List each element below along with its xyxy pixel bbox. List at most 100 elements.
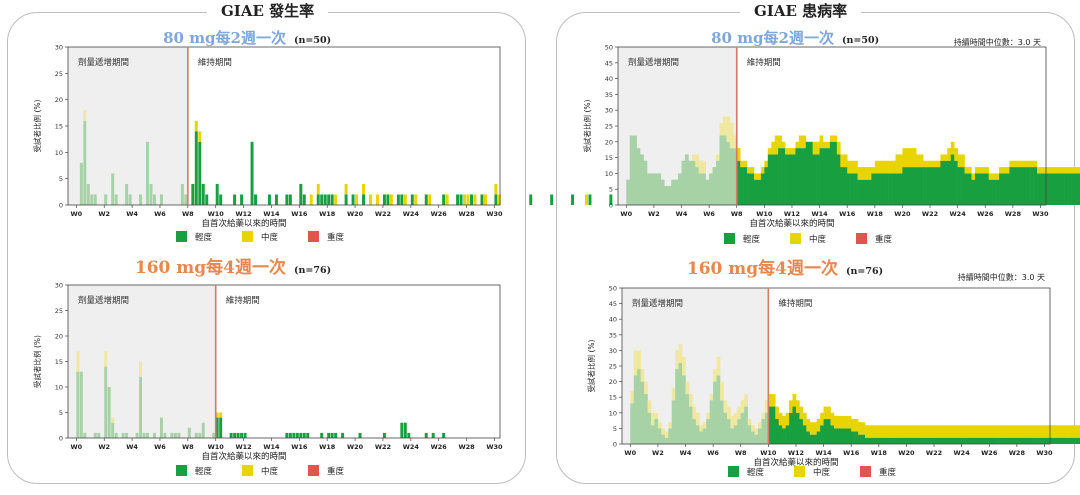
prevalence-160mg-moderate-bar: [813, 422, 817, 435]
prevalence-160mg-moderate-bar: [978, 425, 983, 438]
prevalence-160mg-xtick-label: W10: [760, 449, 777, 457]
incidence-160mg-moderate-bar: [215, 412, 219, 418]
prevalence-160mg-moderate-bar: [968, 425, 973, 438]
prevalence-160mg-moderate-bar: [958, 425, 962, 438]
incidence-80mg-xtick-label: W24: [403, 210, 420, 218]
prevalence-160mg-moderate-bar: [682, 356, 686, 376]
incidence-80mg-xtick-label: W0: [71, 210, 83, 218]
prevalence-160mg-moderate-bar: [737, 406, 742, 420]
prevalence-80mg-median-label: 持續時間中位數：3.0 天: [954, 37, 1041, 47]
prevalence-160mg-moderate-bar: [630, 390, 635, 404]
incidence-80mg-xtick-label: W12: [235, 210, 251, 218]
incidence-160mg-xtick-label: W26: [431, 443, 448, 451]
prevalence-80mg-mild-bar: [1023, 167, 1027, 205]
prevalence-160mg-mild-bar: [637, 369, 641, 444]
prevalence-160mg-xtick-label: W8: [735, 449, 747, 457]
incidence-80mg-xtick-label: W30: [486, 210, 503, 218]
prevalence-80mg-mild-bar: [978, 173, 983, 205]
prevalence-160mg-mild-bar: [965, 437, 969, 444]
prevalence-80mg-moderate-bar: [743, 160, 748, 168]
incidence-80mg-maintenance-label: 維持期間: [198, 57, 232, 68]
prevalence-160mg-xtick-label: W30: [1036, 449, 1053, 457]
incidence-80mg-mild-bar: [191, 183, 195, 205]
prevalence-80mg-mild-bar: [881, 173, 886, 205]
prevalence-80mg-moderate-bar: [740, 160, 744, 168]
incidence-80mg-xtick-label: W22: [375, 210, 391, 218]
prevalence-80mg-moderate-bar: [802, 135, 807, 149]
prevalence-80mg-moderate-bar: [999, 167, 1003, 174]
incidence-160mg-n-label: (n=76): [294, 265, 331, 276]
prevalence-80mg-mild-bar: [1037, 173, 1041, 205]
incidence-80mg-mild-bar: [316, 194, 320, 205]
prevalence-160mg-mild-bar: [768, 406, 773, 444]
incidence-160mg-mild-bar: [219, 417, 223, 438]
incidence-80mg-mild-bar: [327, 194, 331, 205]
incidence-80mg-mild-bar: [410, 194, 414, 205]
prevalence-160mg-moderate-bar: [661, 428, 666, 435]
prevalence-80mg-mild-bar: [729, 148, 734, 205]
incidence-160mg-mild-bar: [135, 432, 139, 438]
prevalence-80mg-mild-bar: [691, 160, 696, 205]
prevalence-80mg-moderate-bar: [985, 167, 990, 174]
incidence-80mg-moderate-bar: [428, 194, 432, 205]
prevalence-160mg-mild-bar: [1020, 437, 1025, 444]
prevalence-80mg-moderate-bar: [864, 167, 869, 180]
prevalence-80mg-mild-bar: [653, 173, 658, 205]
prevalence-160mg-mild-bar: [678, 362, 683, 444]
prevalence-80mg-mild-bar: [629, 135, 634, 205]
incidence-80mg-mild-bar: [90, 194, 94, 205]
incidence-80mg-mild-bar: [330, 194, 334, 205]
incidence-160mg-legend-label: 輕度: [195, 466, 213, 477]
incidence-160mg-mild-bar: [170, 432, 174, 438]
prevalence-80mg-mild-bar: [1033, 167, 1038, 205]
incidence-80mg-ytick-label: 15: [55, 123, 63, 131]
incidence-160mg-mild-bar: [229, 432, 233, 438]
incidence-80mg-mild-bar: [588, 194, 592, 205]
prevalence-160mg-xtick-label: W2: [652, 449, 664, 457]
incidence-80mg-mild-bar: [180, 183, 184, 205]
prevalence-80mg-ytick-label: 35: [605, 91, 613, 99]
prevalence-80mg-mild-bar: [916, 167, 920, 205]
incidence-160mg-legend-label: 重度: [327, 466, 345, 477]
prevalence-80mg-mild-bar: [740, 167, 744, 205]
incidence-80mg-mild-bar: [233, 194, 237, 205]
incidence-160mg-mild-bar: [382, 432, 386, 438]
prevalence-160mg-mild-bar: [733, 425, 738, 444]
prevalence-160mg-yaxis-title: 受試者比例 (%): [586, 340, 596, 393]
incidence-160mg-mild-bar: [302, 432, 306, 438]
prevalence-160mg-mild-bar: [954, 437, 959, 444]
prevalence-80mg-moderate-bar: [1030, 160, 1034, 168]
incidence-80mg-mild-bar: [344, 194, 348, 205]
prevalence-80mg-moderate-bar: [798, 135, 803, 149]
prevalence-160mg-mild-bar: [944, 437, 949, 444]
prevalence-160mg-mild-bar: [1065, 437, 1069, 444]
incidence-80mg-yaxis-title: 受試者比例 (%): [32, 100, 42, 153]
prevalence-160mg-moderate-bar: [802, 412, 807, 426]
prevalence-160mg-mild-bar: [1075, 437, 1080, 444]
prevalence-160mg-mild-bar: [650, 425, 655, 444]
prevalence-80mg-legend-label: 輕度: [743, 234, 761, 245]
incidence-160mg-chart: 劑量遞增期間 維持期間 0 5 10 15 20 25 30 W0 W2 W4 W6 W8 W10 W12 W1…: [32, 257, 503, 477]
prevalence-80mg-xtick-label: W2: [648, 210, 660, 218]
incidence-160mg-moderate-bar: [104, 351, 108, 367]
prevalence-80mg-moderate-bar: [1078, 167, 1080, 174]
prevalence-80mg-mild-bar: [895, 173, 900, 205]
prevalence-160mg-mild-bar: [630, 403, 635, 444]
prevalence-80mg-mild-bar: [643, 160, 648, 205]
prevalence-80mg-xtick-label: W28: [1005, 210, 1022, 218]
prevalence-80mg-mild-bar: [843, 167, 848, 205]
prevalence-160mg-moderate-bar: [833, 415, 838, 429]
prevalence-160mg-mild-bar: [806, 431, 811, 444]
prevalence-160mg-moderate-bar: [847, 415, 852, 429]
prevalence-160mg-legend-label: 輕度: [747, 467, 765, 478]
incidence-160mg-maintenance-label: 維持期間: [226, 295, 260, 306]
incidence-80mg-moderate-bar: [497, 194, 501, 205]
incidence-80mg-mild-bar: [194, 131, 198, 205]
prevalence-80mg-moderate-bar: [888, 160, 893, 174]
prevalence-160mg-moderate-bar: [861, 422, 866, 435]
prevalence-160mg-mild-bar: [909, 437, 914, 444]
prevalence-80mg-moderate-bar: [1012, 160, 1017, 168]
incidence-80mg-mild-bar: [494, 194, 498, 205]
prevalence-160mg-mild-bar: [906, 437, 911, 444]
prevalence-80mg-mild-bar: [684, 154, 689, 205]
